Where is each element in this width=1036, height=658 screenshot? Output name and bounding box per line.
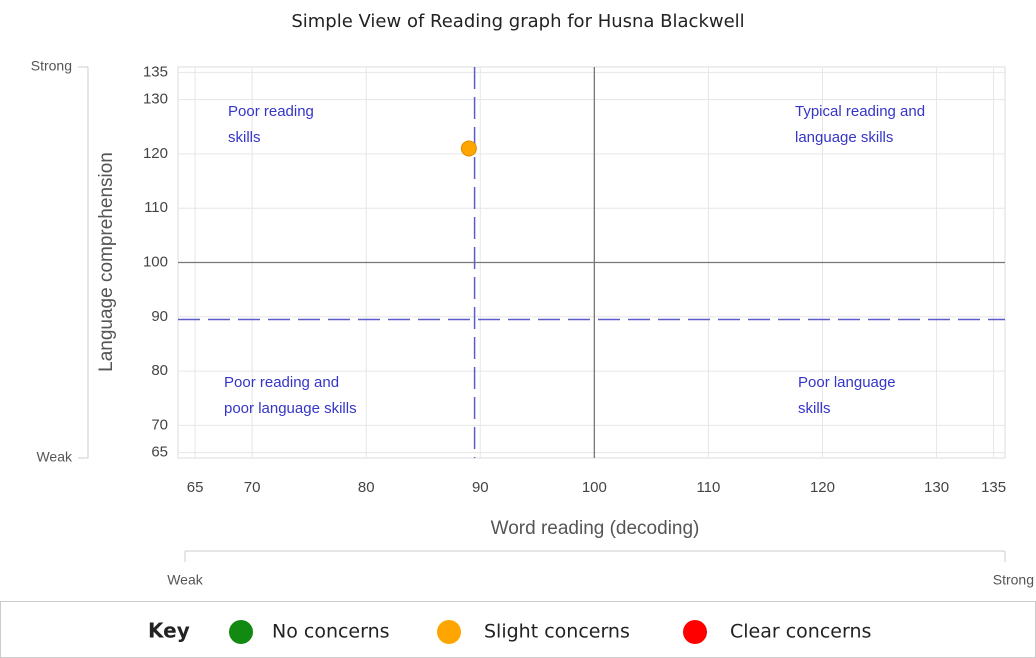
- x-strength-label: Weak: [167, 572, 204, 588]
- key-swatch: [229, 620, 253, 644]
- chart-title: Simple View of Reading graph for Husna B…: [291, 11, 744, 32]
- y-tick-label: 100: [143, 253, 168, 270]
- x-tick-label: 130: [924, 479, 949, 496]
- quadrant-label: Poor language: [798, 374, 896, 391]
- quadrant-label: skills: [228, 129, 261, 146]
- y-tick-label: 65: [151, 444, 168, 461]
- quadrant-label: skills: [798, 400, 831, 417]
- x-axis-label: Word reading (decoding): [491, 518, 700, 539]
- y-axis-label: Language comprehension: [96, 152, 117, 372]
- y-tick-label: 80: [151, 362, 168, 379]
- y-tick-label: 135: [143, 63, 168, 80]
- key-label: No concerns: [272, 621, 390, 643]
- x-tick-label: 90: [472, 479, 489, 496]
- y-tick-label: 110: [144, 199, 168, 216]
- y-strength-label: Weak: [36, 449, 73, 465]
- key-label: Slight concerns: [484, 621, 630, 643]
- x-strength-label: Strong: [993, 572, 1034, 588]
- x-tick-label: 110: [696, 479, 720, 496]
- quadrant-label: Typical reading and: [795, 103, 925, 120]
- key-swatch: [437, 620, 461, 644]
- key-swatch: [683, 620, 707, 644]
- y-tick-label: 120: [143, 145, 168, 162]
- data-point: [460, 140, 477, 157]
- x-tick-label: 80: [358, 479, 375, 496]
- y-tick-label: 90: [151, 308, 168, 325]
- x-tick-label: 135: [981, 479, 1006, 496]
- key-title: Key: [148, 619, 190, 643]
- x-tick-label: 100: [582, 479, 607, 496]
- quadrant-label: Poor reading: [228, 103, 314, 120]
- y-tick-label: 130: [143, 91, 168, 108]
- quadrant-label: poor language skills: [224, 400, 357, 417]
- quadrant-label: language skills: [795, 129, 893, 146]
- x-tick-label: 120: [810, 479, 835, 496]
- y-strength-label: Strong: [31, 58, 72, 74]
- quadrant-label: Poor reading and: [224, 374, 339, 391]
- key-box: [0, 601, 1036, 658]
- x-tick-label: 65: [187, 479, 204, 496]
- key-label: Clear concerns: [730, 621, 871, 643]
- y-tick-label: 70: [151, 416, 168, 433]
- x-tick-label: 70: [244, 479, 261, 496]
